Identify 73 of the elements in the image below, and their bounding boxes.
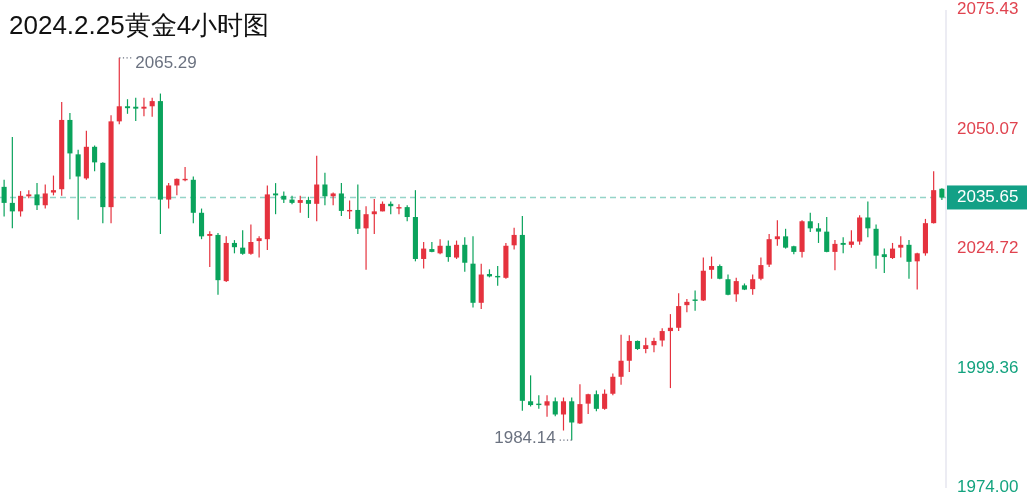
candlestick — [783, 228, 789, 250]
candlestick — [338, 182, 344, 217]
candlestick — [552, 396, 558, 417]
annotation: 1984.14 — [494, 427, 556, 447]
candlestick — [355, 183, 361, 235]
candlestick — [511, 227, 517, 251]
candlestick — [42, 183, 48, 210]
candlestick — [429, 241, 435, 253]
candlestick — [314, 155, 320, 222]
candlestick — [881, 248, 887, 274]
candlestick — [9, 136, 15, 229]
candlestick — [602, 388, 608, 411]
candlestick — [240, 229, 246, 256]
candlestick — [610, 372, 616, 396]
candlestick — [569, 396, 575, 441]
candlestick — [676, 292, 682, 332]
candlestick — [371, 198, 377, 235]
candlestick — [824, 216, 830, 253]
candlestick — [248, 223, 254, 256]
candlestick — [651, 337, 657, 353]
candlestick — [914, 252, 920, 291]
candlestick — [1, 179, 7, 218]
y-tick-label: 2075.43 — [957, 0, 1019, 19]
candlestick — [832, 239, 838, 271]
candlestick — [421, 241, 427, 269]
y-tick-label: 1999.36 — [957, 357, 1019, 377]
candlestick — [18, 190, 24, 218]
y-tick-label: 2024.72 — [957, 238, 1019, 258]
candlestick — [256, 235, 262, 259]
candlestick — [898, 235, 904, 259]
candlestick — [141, 97, 147, 117]
candlestick — [577, 383, 583, 425]
candlestick — [709, 256, 715, 280]
candlestick — [289, 195, 295, 205]
candlestick — [273, 182, 279, 215]
candlestick — [34, 182, 40, 211]
candlestick — [363, 205, 369, 271]
candlestick — [166, 182, 172, 210]
candlestick — [92, 144, 98, 172]
candlestick — [618, 334, 624, 386]
candlestick — [149, 97, 155, 118]
candlestick — [906, 239, 912, 280]
candlestick — [815, 222, 822, 244]
candlestick — [445, 239, 451, 263]
ref-line-label: 2035.65 — [957, 186, 1019, 206]
candlestick — [50, 174, 57, 196]
candlestick — [560, 396, 567, 432]
candlestick — [750, 273, 756, 296]
y-tick-label: 2050.07 — [957, 119, 1019, 138]
candlestick — [454, 239, 460, 260]
y-tick-label: 1974.00 — [957, 477, 1019, 497]
candlestick — [322, 172, 328, 206]
candlestick — [774, 219, 780, 247]
chart-title: 2024.2.25黄金4小时图 — [9, 10, 270, 40]
candlestick — [528, 374, 534, 408]
candlestick — [207, 230, 213, 268]
candlestick — [75, 149, 81, 221]
candlestick — [544, 394, 550, 418]
candlestick — [865, 200, 871, 238]
candlestick — [807, 212, 813, 233]
candlestick — [396, 203, 402, 215]
candlestick — [626, 334, 632, 373]
candlestick — [692, 289, 698, 312]
annotation: 2065.29 — [135, 53, 197, 73]
candlestick — [462, 236, 468, 273]
candlestick — [733, 277, 739, 303]
candlestick — [116, 57, 122, 125]
candlestick — [305, 196, 312, 219]
candlestick — [593, 389, 599, 412]
candlestick — [659, 327, 665, 348]
candlestick — [198, 207, 205, 240]
candlestick — [133, 97, 139, 122]
candlestick — [758, 256, 764, 281]
